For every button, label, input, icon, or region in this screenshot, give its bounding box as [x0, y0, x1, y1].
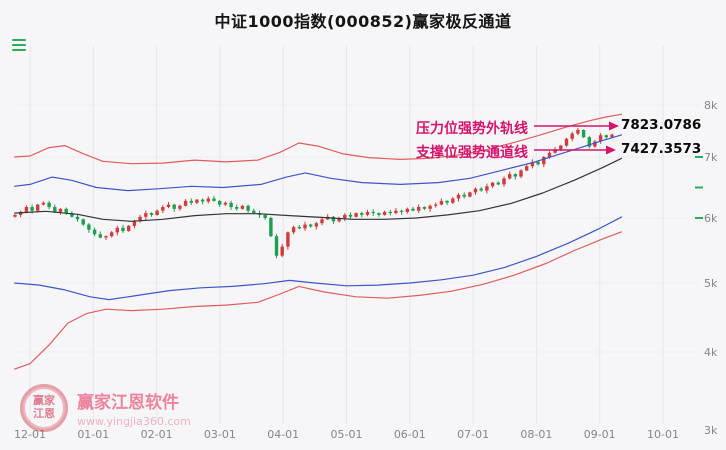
pressure-line-label: 压力位强势外轨线 [416, 121, 528, 137]
candlestick-series [13, 127, 614, 259]
svg-text:3k: 3k [704, 424, 718, 437]
svg-text:8k: 8k [704, 99, 718, 112]
support-arrowhead [606, 145, 616, 155]
svg-text:04-01: 04-01 [267, 428, 299, 441]
svg-text:03-01: 03-01 [204, 428, 236, 441]
svg-text:07-01: 07-01 [457, 428, 489, 441]
channel-line-channel-upper [14, 134, 623, 192]
chart-title: 中证1000指数(000852)赢家极反通道 [214, 12, 512, 31]
watermark-url: www.yingjia360.com [77, 415, 191, 428]
svg-text:05-01: 05-01 [331, 428, 363, 441]
watermark-seal-logo: 赢家 江恩 [20, 384, 68, 432]
support-line-value: 7427.3573 [621, 141, 702, 157]
svg-text:4k: 4k [704, 346, 718, 359]
watermark-brand: 赢家江恩软件 [77, 393, 179, 413]
svg-text:09-01: 09-01 [584, 428, 616, 441]
svg-text:7k: 7k [704, 151, 718, 164]
chart-tool-icon[interactable] [12, 39, 26, 51]
x-axis-labels: 12-01 01-01 02-01 03-01 04-01 05-01 06-01 07-01… [14, 428, 679, 441]
channel-line-outer-rail-upper [14, 113, 623, 165]
svg-text:6k: 6k [704, 212, 718, 225]
svg-text:06-01: 06-01 [394, 428, 426, 441]
annotation-arrows [534, 121, 619, 155]
support-line-label: 支撑位强势通道线 [416, 145, 528, 161]
pressure-line-value: 7823.0786 [621, 117, 702, 133]
svg-text:02-01: 02-01 [141, 428, 173, 441]
svg-text:5k: 5k [704, 277, 718, 290]
y-axis-labels: 8k 7k 6k 5k 4k 3k [704, 99, 718, 437]
watermark-text: 赢家江恩软件 www.yingjia360.com [77, 388, 191, 428]
right-green-ticks [695, 156, 703, 219]
channel-line-channel-lower [14, 216, 623, 301]
gridlines [14, 46, 700, 424]
svg-text:01-01: 01-01 [77, 428, 109, 441]
channel-line-mid-line [14, 157, 623, 222]
pressure-arrowhead [609, 121, 619, 131]
channel-line-outer-rail-lower [14, 231, 623, 370]
seal-text-line2: 江恩 [33, 407, 55, 420]
watermark: 赢家 江恩 赢家江恩软件 www.yingjia360.com [20, 384, 191, 432]
svg-text:08-01: 08-01 [520, 428, 552, 441]
svg-text:10-01: 10-01 [647, 428, 679, 441]
seal-text-line1: 赢家 [33, 394, 55, 408]
